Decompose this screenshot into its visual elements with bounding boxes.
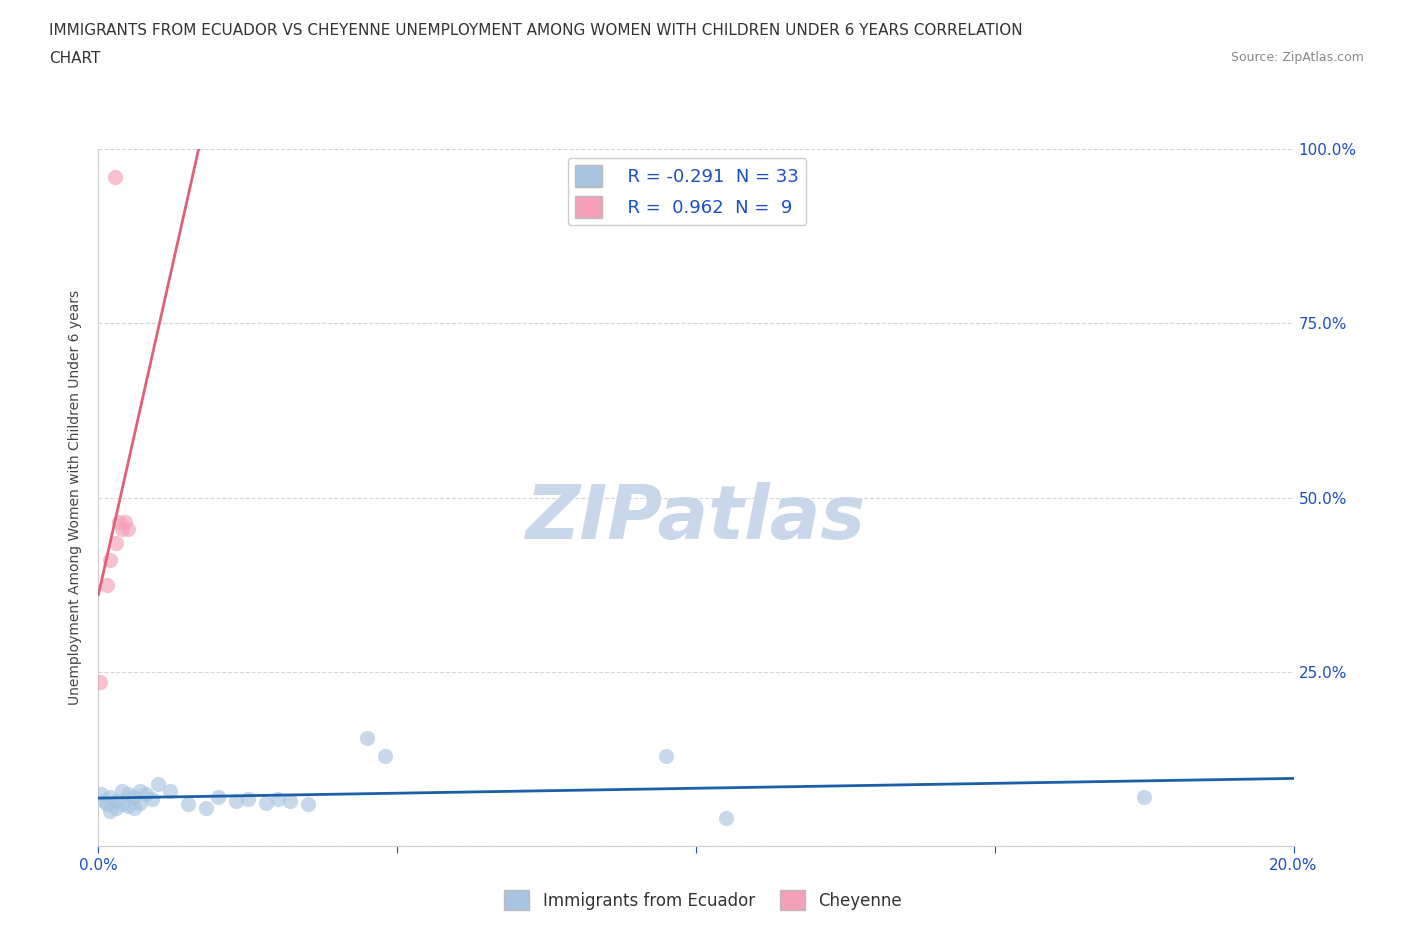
Point	[254, 796, 277, 811]
Point	[124, 801, 146, 816]
Point	[100, 553, 122, 568]
Point	[111, 783, 134, 798]
Y-axis label: Unemployment Among Women with Children Under 6 years: Unemployment Among Women with Children U…	[69, 290, 83, 705]
Point	[104, 169, 127, 184]
Point	[177, 797, 200, 812]
Point	[374, 748, 396, 763]
Point	[105, 793, 128, 808]
Point	[100, 790, 122, 805]
Point	[117, 522, 139, 537]
Point	[117, 798, 139, 813]
Point	[195, 801, 218, 816]
Text: CHART: CHART	[49, 51, 101, 66]
Legend:   R = -0.291  N = 33,   R =  0.962  N =  9: R = -0.291 N = 33, R = 0.962 N = 9	[568, 158, 807, 225]
Point	[148, 776, 170, 790]
Point	[96, 797, 118, 812]
Point	[135, 787, 157, 802]
Point	[129, 796, 152, 811]
Text: Source: ZipAtlas.com: Source: ZipAtlas.com	[1230, 51, 1364, 64]
Point	[93, 793, 115, 808]
Point	[1133, 790, 1156, 805]
Point	[141, 791, 163, 806]
Point	[297, 797, 319, 812]
Point	[100, 804, 122, 819]
Point	[225, 793, 247, 808]
Point	[267, 791, 290, 806]
Point	[114, 514, 136, 529]
Legend: Immigrants from Ecuador, Cheyenne: Immigrants from Ecuador, Cheyenne	[498, 884, 908, 917]
Text: IMMIGRANTS FROM ECUADOR VS CHEYENNE UNEMPLOYMENT AMONG WOMEN WITH CHILDREN UNDER: IMMIGRANTS FROM ECUADOR VS CHEYENNE UNEM…	[49, 23, 1022, 38]
Point	[108, 514, 131, 529]
Point	[278, 793, 301, 808]
Point	[105, 801, 128, 816]
Point	[111, 797, 134, 812]
Point	[96, 578, 118, 592]
Point	[207, 790, 229, 805]
Point	[356, 731, 378, 746]
Point	[129, 783, 152, 798]
Text: ZIPatlas: ZIPatlas	[526, 482, 866, 555]
Point	[714, 811, 737, 826]
Point	[655, 748, 678, 763]
Point	[90, 787, 112, 802]
Point	[89, 675, 111, 690]
Point	[111, 522, 134, 537]
Point	[117, 787, 139, 802]
Point	[159, 783, 181, 798]
Point	[236, 791, 259, 806]
Point	[105, 536, 128, 551]
Point	[124, 790, 146, 805]
